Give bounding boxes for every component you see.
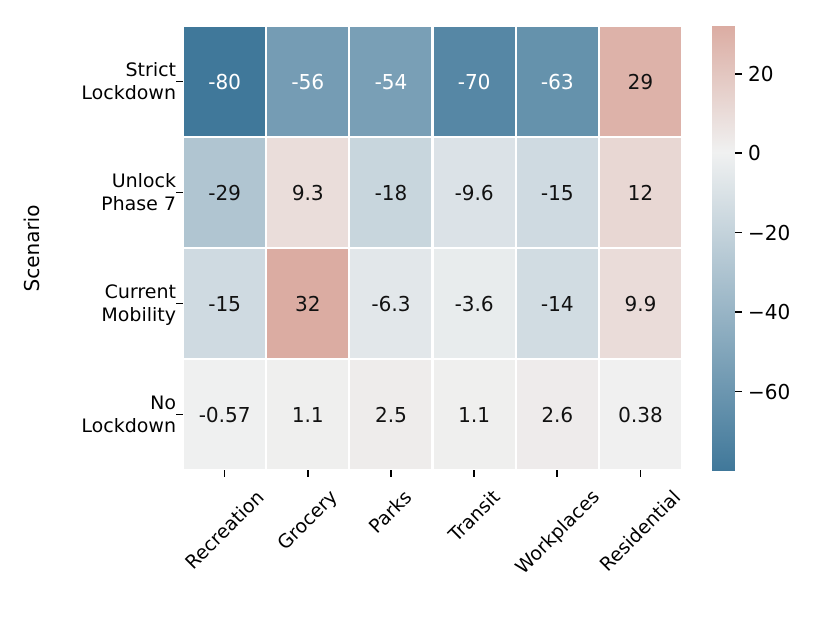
heatmap-cell: 0.38 <box>598 359 682 470</box>
colorbar-tick-mark <box>735 231 742 234</box>
colorbar-tick-label: 20 <box>748 61 774 86</box>
y-tick-mark <box>176 191 183 194</box>
x-tick-label: Residential <box>595 486 686 576</box>
cell-value: 1.1 <box>458 402 490 427</box>
cell-value: 9.9 <box>624 291 657 316</box>
colorbar-tick-label: −60 <box>748 379 791 404</box>
cell-value: -0.57 <box>198 402 251 427</box>
heatmap-cell: -29 <box>183 137 267 248</box>
x-tick-mark <box>473 470 475 477</box>
x-tick-label: Recreation <box>180 486 269 574</box>
x-tick-mark <box>306 470 309 477</box>
y-tick-label: No Lockdown <box>81 391 176 437</box>
heatmap-cell: 2.6 <box>515 359 599 470</box>
heatmap-cell: -70 <box>432 26 516 137</box>
cell-value: -3.6 <box>454 291 494 316</box>
y-tick-mark <box>176 413 183 416</box>
heatmap-cell: -15 <box>183 248 267 359</box>
colorbar-tick-mark <box>735 390 742 393</box>
y-tick-label: Current Mobility <box>101 280 176 326</box>
heatmap-cell: -15 <box>515 137 599 248</box>
y-tick-mark <box>176 302 183 305</box>
cell-value: -56 <box>291 69 325 94</box>
x-tick-mark <box>556 470 559 477</box>
x-tick-label: Parks <box>365 485 417 538</box>
y-tick-label: Strict Lockdown <box>81 58 176 104</box>
cell-value: -9.6 <box>454 180 494 205</box>
x-tick-mark <box>223 470 226 477</box>
cell-value: 2.5 <box>375 402 407 427</box>
heatmap-cell: 2.5 <box>349 359 433 470</box>
x-tick-label: Grocery <box>273 486 342 555</box>
heatmap-cell: -63 <box>515 26 599 137</box>
y-axis-label: Scenario <box>20 204 44 292</box>
colorbar-tick-mark <box>735 311 742 313</box>
cell-value: -63 <box>540 69 574 94</box>
colorbar <box>712 26 735 471</box>
cell-value: -18 <box>374 180 408 205</box>
x-tick-mark <box>390 470 392 477</box>
cell-value: -54 <box>374 69 408 94</box>
colorbar-tick-mark <box>735 72 742 75</box>
cell-value: 32 <box>295 291 321 316</box>
heatmap-cell: -9.6 <box>432 137 516 248</box>
heatmap-cell: -0.57 <box>183 359 267 470</box>
heatmap-cell: 9.3 <box>266 137 350 248</box>
cell-value: 1.1 <box>291 402 324 427</box>
cell-value: -14 <box>540 291 574 316</box>
cell-value: 29 <box>627 69 654 94</box>
cell-value: 2.6 <box>541 402 574 427</box>
cell-value: -80 <box>208 69 241 94</box>
cell-value: -15 <box>540 180 574 205</box>
colorbar-tick-mark <box>735 152 742 154</box>
heatmap-cell: -54 <box>349 26 433 137</box>
heatmap-cell: 1.1 <box>266 359 350 470</box>
heatmap-cell: -6.3 <box>349 248 433 359</box>
heatmap-cell: -18 <box>349 137 433 248</box>
heatmap-cell: -14 <box>515 248 599 359</box>
cell-value: -15 <box>208 291 241 316</box>
cell-value: -70 <box>457 69 491 94</box>
x-tick-label: Transit <box>444 486 505 547</box>
heatmap-cell: 12 <box>598 137 682 248</box>
heatmap-cell: 32 <box>266 248 350 359</box>
heatmap-cell: -80 <box>183 26 267 137</box>
colorbar-tick-label: −40 <box>748 300 791 325</box>
heatmap-cell: 1.1 <box>432 359 516 470</box>
cell-value: 12 <box>627 180 654 205</box>
y-tick-label: Unlock Phase 7 <box>101 169 176 215</box>
colorbar-tick-label: −20 <box>748 220 791 245</box>
cell-value: -29 <box>208 180 241 205</box>
colorbar-tick-label: 0 <box>748 141 761 166</box>
heatmap-cell: -56 <box>266 26 350 137</box>
cell-value: 9.3 <box>291 180 324 205</box>
x-tick-label: Workplaces <box>510 485 604 579</box>
heatmap-cell: 29 <box>598 26 682 137</box>
heatmap-cell: -3.6 <box>432 248 516 359</box>
cell-value: -6.3 <box>371 291 411 316</box>
y-tick-mark <box>176 80 183 83</box>
cell-value: 0.38 <box>618 402 663 427</box>
x-tick-mark <box>639 470 642 477</box>
heatmap-cell: 9.9 <box>598 248 682 359</box>
